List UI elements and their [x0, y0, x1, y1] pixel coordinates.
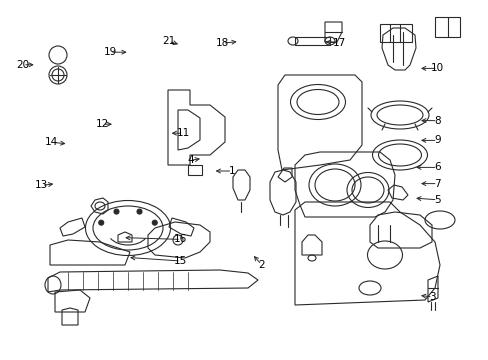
- Ellipse shape: [99, 220, 103, 225]
- Text: 14: 14: [44, 137, 58, 147]
- Text: 12: 12: [96, 119, 109, 129]
- Text: 15: 15: [174, 256, 187, 266]
- Ellipse shape: [152, 220, 157, 225]
- Text: 1: 1: [228, 166, 235, 176]
- Text: 7: 7: [433, 179, 440, 189]
- Text: 6: 6: [433, 162, 440, 172]
- Text: 2: 2: [258, 260, 264, 270]
- Text: 18: 18: [215, 38, 229, 48]
- Text: 11: 11: [176, 128, 190, 138]
- Text: 9: 9: [433, 135, 440, 145]
- Text: 4: 4: [187, 155, 194, 165]
- Text: 13: 13: [35, 180, 48, 190]
- Text: 8: 8: [433, 116, 440, 126]
- Ellipse shape: [114, 209, 119, 214]
- Text: 20: 20: [17, 60, 29, 70]
- Ellipse shape: [137, 209, 142, 214]
- Text: 21: 21: [162, 36, 175, 46]
- Text: 5: 5: [433, 195, 440, 205]
- Text: 10: 10: [430, 63, 443, 73]
- Text: 3: 3: [428, 292, 435, 302]
- Text: 19: 19: [103, 47, 117, 57]
- Text: 17: 17: [332, 38, 346, 48]
- Text: 16: 16: [174, 234, 187, 244]
